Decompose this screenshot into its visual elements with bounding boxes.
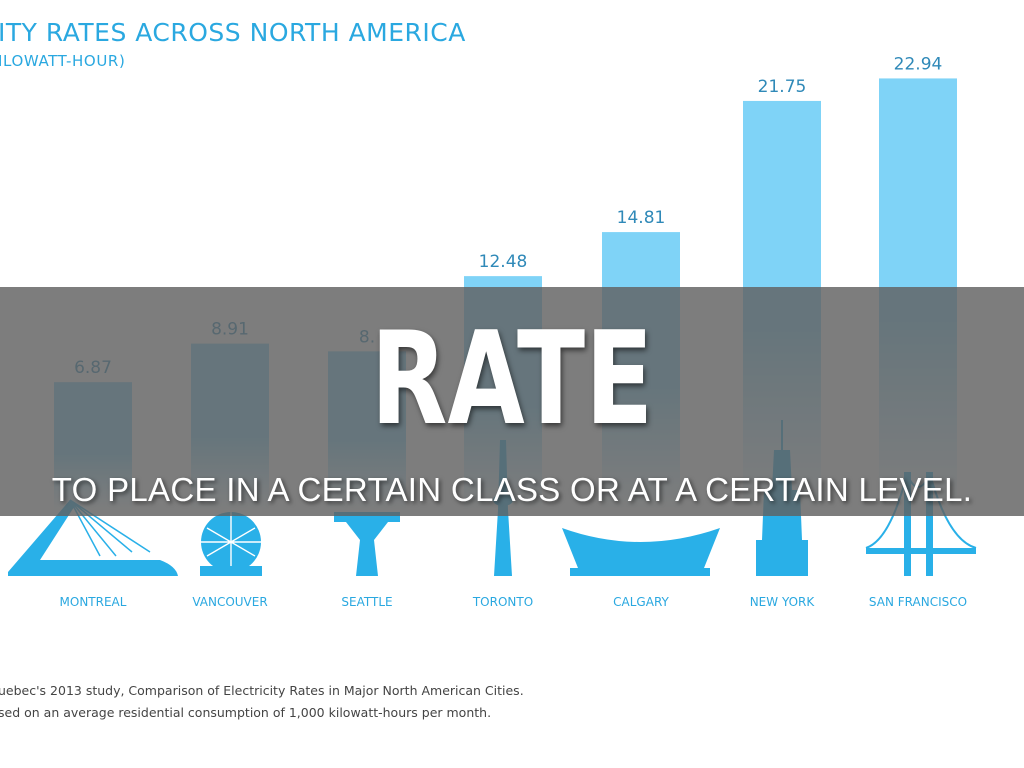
space-needle-icon xyxy=(334,512,400,576)
category-label: CALGARY xyxy=(613,595,669,609)
vocabulary-word: RATE xyxy=(370,305,654,454)
category-label: MONTREAL xyxy=(60,595,127,609)
bar-value-label: 14.81 xyxy=(617,208,666,228)
chart-subtitle: ILOWATT-HOUR) xyxy=(0,52,126,70)
definition-overlay xyxy=(0,287,1024,516)
category-label: VANCOUVER xyxy=(192,595,267,609)
footnote-source: uebec's 2013 study, Comparison of Electr… xyxy=(0,683,524,698)
footnote-basis: sed on an average residential consumptio… xyxy=(0,705,492,720)
bar-value-label: 12.48 xyxy=(479,252,528,272)
category-label: SAN FRANCISCO xyxy=(869,595,967,609)
category-label: SEATTLE xyxy=(341,595,392,609)
vocabulary-definition: TO PLACE IN A CERTAIN CLASS OR AT A CERT… xyxy=(51,471,973,508)
saddledome-icon xyxy=(562,528,720,576)
olympic-stadium-icon xyxy=(8,499,178,576)
chart-title: ITY RATES ACROSS NORTH AMERICA xyxy=(0,18,466,47)
bar-value-label: 21.75 xyxy=(758,77,807,97)
science-world-dome-icon xyxy=(200,512,262,576)
category-label: TORONTO xyxy=(472,595,533,609)
bar-value-label: 22.94 xyxy=(894,54,943,74)
category-label: NEW YORK xyxy=(750,595,816,609)
